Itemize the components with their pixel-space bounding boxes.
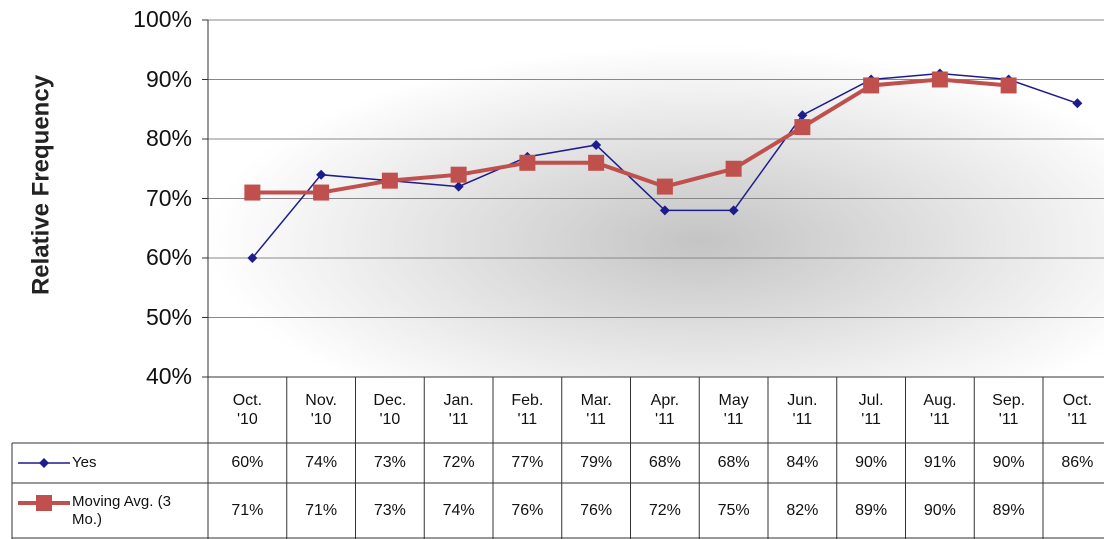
- x-tick-label: Oct. '10: [232, 391, 263, 428]
- y-tick-label: 80%: [145, 125, 192, 151]
- legend-label: Moving Avg. (3 Mo.): [72, 493, 171, 528]
- data-table-value: 72%: [442, 454, 475, 472]
- y-tick-label: 100%: [133, 6, 192, 32]
- marker: [519, 154, 536, 171]
- y-tick-label: 90%: [145, 65, 192, 92]
- data-table-value: 79%: [580, 454, 613, 472]
- x-tick-label: Jan. '11: [443, 391, 474, 428]
- marker: [591, 139, 602, 150]
- data-table-value: 76%: [511, 502, 544, 520]
- marker: [588, 154, 605, 171]
- marker: [244, 184, 261, 201]
- data-table-value: 89%: [855, 502, 888, 520]
- data-table-value: 73%: [373, 502, 406, 520]
- marker: [797, 110, 808, 121]
- data-table-value: 74%: [442, 502, 475, 520]
- data-table-value: 74%: [305, 454, 338, 472]
- x-tick-label: May '11: [718, 391, 749, 428]
- data-table-value: 75%: [717, 502, 750, 520]
- y-axis-label: Relative Frequency: [27, 74, 54, 295]
- data-table-value: 84%: [786, 454, 819, 472]
- series-line: [252, 77, 1009, 195]
- y-tick-label: 50%: [145, 303, 192, 330]
- x-tick-label: Jul. '11: [858, 391, 884, 428]
- data-table-value: 71%: [231, 502, 264, 520]
- data-table-value: 82%: [786, 502, 819, 520]
- x-tick-label: Feb. '11: [511, 391, 544, 428]
- data-table-value: 68%: [648, 454, 681, 472]
- marker: [931, 71, 948, 88]
- marker: [1072, 98, 1083, 109]
- data-table-value: 77%: [511, 454, 544, 472]
- x-tick-label: Oct. '11: [1062, 391, 1093, 428]
- y-tick-label: 70%: [145, 184, 192, 211]
- marker: [453, 181, 464, 192]
- data-table-value: 76%: [580, 502, 613, 520]
- legend-marker: [36, 495, 52, 511]
- marker: [316, 169, 327, 180]
- y-tick-label: 60%: [145, 244, 192, 270]
- data-table-value: 71%: [305, 502, 338, 520]
- marker: [1000, 77, 1017, 94]
- data-table-value: 90%: [923, 502, 956, 520]
- legend-marker: [39, 458, 49, 468]
- marker: [863, 77, 880, 94]
- marker: [450, 166, 467, 183]
- y-tick-label: 40%: [145, 363, 192, 389]
- x-tick-label: Mar. '11: [580, 391, 612, 428]
- legend-label: Yes: [72, 454, 97, 471]
- marker: [247, 253, 258, 263]
- x-tick-label: Jun. '11: [787, 391, 818, 428]
- data-table-value: 86%: [1061, 454, 1094, 472]
- x-tick-label: Apr. '11: [650, 391, 680, 428]
- data-table-value: 60%: [231, 454, 264, 472]
- data-table-value: 89%: [992, 502, 1025, 520]
- marker: [794, 119, 811, 136]
- data-table-value: 72%: [648, 502, 681, 520]
- marker: [381, 172, 398, 189]
- marker: [725, 160, 742, 177]
- data-table-value: 90%: [855, 454, 888, 472]
- marker: [659, 205, 670, 216]
- marker: [728, 205, 739, 216]
- x-tick-label: Aug. '11: [923, 391, 957, 428]
- data-table-value: 73%: [373, 454, 406, 472]
- data-table-value: 90%: [992, 454, 1025, 472]
- x-tick-label: Nov. '10: [305, 391, 337, 428]
- x-tick-label: Sep. '11: [992, 391, 1026, 428]
- marker: [313, 184, 330, 201]
- data-table-value: 68%: [717, 454, 750, 472]
- data-table-value: 91%: [923, 454, 956, 472]
- marker: [656, 178, 673, 195]
- x-tick-label: Dec. '10: [373, 391, 407, 428]
